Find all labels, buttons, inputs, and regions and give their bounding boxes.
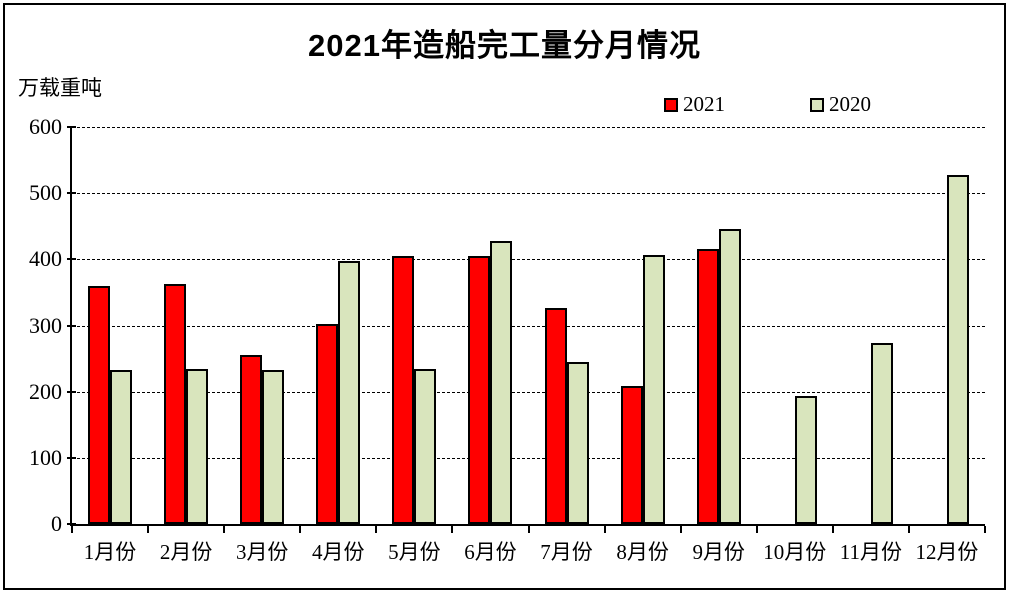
y-tick-label-0: 0 — [51, 511, 62, 536]
x-tick-mark-10 — [831, 526, 834, 533]
bar-2020-8月份 — [642, 254, 665, 524]
x-tick-mark-0 — [71, 526, 73, 533]
gridline-200 — [72, 391, 985, 393]
bar-2020-11月份 — [870, 343, 893, 524]
bar-2021-8月份 — [620, 385, 643, 524]
gridline-600 — [72, 127, 985, 128]
y-axis-title: 万载重吨 — [18, 76, 102, 100]
x-axis-line — [70, 524, 985, 526]
y-tick-label-400: 400 — [29, 246, 62, 272]
x-tick-label-1月份: 1月份 — [83, 540, 137, 564]
bar-2020-3月份 — [262, 370, 285, 524]
bar-2020-10月份 — [794, 396, 817, 524]
legend-item-2021: 2021 — [664, 92, 725, 117]
bar-2020-7月份 — [566, 361, 589, 524]
x-tick-label-11月份: 11月份 — [839, 540, 902, 564]
bar-2020-4月份 — [338, 260, 361, 524]
bar-2020-12月份 — [946, 174, 969, 524]
x-tick-label-3月份: 3月份 — [235, 540, 289, 564]
x-tick-label-6月份: 6月份 — [464, 540, 517, 564]
bar-2021-4月份 — [316, 324, 339, 524]
bar-2020-9月份 — [718, 228, 741, 524]
bar-2021-5月份 — [392, 256, 415, 524]
bar-2020-5月份 — [414, 369, 437, 524]
legend-label-2020: 2020 — [829, 92, 871, 116]
x-tick-mark-7 — [603, 526, 606, 533]
x-tick-mark-9 — [755, 526, 758, 533]
chart-title: 2021年造船完工量分月情况 — [308, 28, 701, 63]
x-tick-mark-2 — [223, 526, 226, 533]
x-tick-label-8月份: 8月份 — [616, 540, 669, 564]
bar-2020-2月份 — [186, 369, 209, 524]
legend-label-2021: 2021 — [683, 92, 725, 116]
x-tick-mark-3 — [299, 526, 302, 533]
x-tick-mark-4 — [375, 526, 378, 533]
y-tick-mark-100 — [67, 456, 76, 459]
x-tick-mark-6 — [527, 526, 530, 533]
gridline-400 — [72, 259, 985, 261]
x-tick-mark-8 — [679, 526, 682, 533]
y-tick-mark-400 — [67, 258, 76, 261]
x-tick-label-10月份: 10月份 — [763, 540, 827, 564]
gridline-100 — [72, 457, 985, 459]
y-tick-label-600: 600 — [29, 114, 62, 139]
y-tick-mark-0 — [67, 523, 76, 525]
y-tick-mark-600 — [67, 126, 76, 128]
gridline-500 — [72, 193, 985, 195]
x-tick-mark-12 — [984, 526, 986, 533]
legend-item-2020: 2020 — [810, 92, 871, 117]
x-tick-mark-5 — [451, 526, 454, 533]
y-tick-mark-300 — [67, 324, 76, 327]
x-tick-label-7月份: 7月份 — [540, 540, 593, 564]
bar-2021-7月份 — [544, 308, 567, 524]
y-tick-mark-500 — [67, 192, 76, 195]
bar-2021-2月份 — [164, 284, 187, 524]
x-tick-mark-1 — [147, 526, 150, 533]
y-tick-label-500: 500 — [29, 180, 62, 206]
bar-2021-3月份 — [240, 355, 263, 524]
x-tick-label-4月份: 4月份 — [312, 540, 365, 564]
y-tick-label-100: 100 — [29, 444, 62, 470]
x-tick-label-12月份: 12月份 — [915, 540, 979, 564]
legend-swatch-2021-icon — [664, 97, 678, 112]
bar-2021-6月份 — [468, 256, 491, 524]
x-tick-label-2月份: 2月份 — [159, 540, 213, 564]
x-tick-mark-11 — [907, 526, 910, 533]
y-tick-label-200: 200 — [29, 378, 62, 404]
bar-2020-6月份 — [490, 241, 513, 524]
gridline-300 — [72, 325, 985, 327]
legend-swatch-2020-icon — [810, 97, 824, 112]
y-tick-label-300: 300 — [29, 312, 62, 338]
x-tick-label-9月份: 9月份 — [692, 540, 745, 564]
y-tick-mark-200 — [67, 390, 76, 393]
bar-2021-1月份 — [88, 285, 111, 524]
x-tick-label-5月份: 5月份 — [388, 540, 441, 564]
bar-2021-9月份 — [696, 249, 719, 524]
bar-2020-1月份 — [110, 369, 133, 524]
